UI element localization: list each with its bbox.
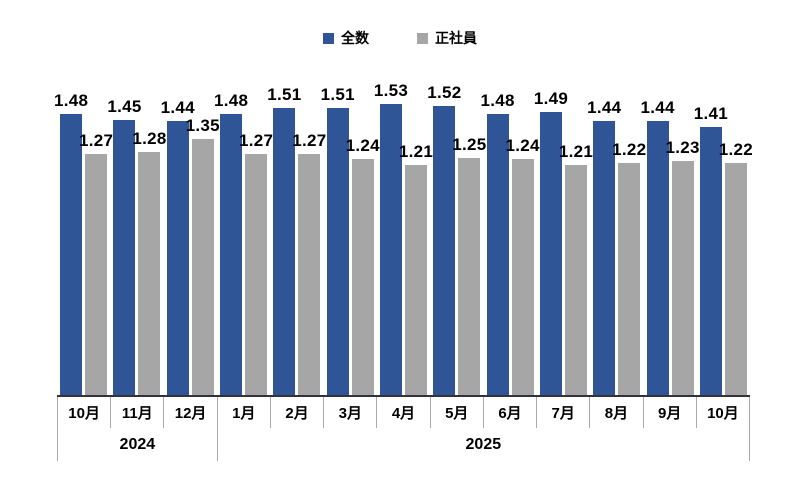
bar-total: 1.48 (54, 91, 88, 395)
plot-area: 1.48 1.27 1.45 1.28 1.44 1.35 1.48 1.27 1.51 1.27… (54, 55, 753, 397)
month-label: 2月 (271, 397, 325, 428)
bar-value-label-total: 1.45 (107, 96, 142, 116)
bar-value-label-total: 1.48 (213, 90, 249, 110)
bar-regular: 1.27 (79, 131, 113, 395)
month-label: 10月 (58, 397, 112, 428)
bar-value-label-regular: 1.27 (292, 130, 327, 150)
bar-regular: 1.21 (399, 142, 433, 395)
bar-value-label-regular: 1.22 (718, 140, 754, 160)
month-group: 1.51 1.24 (321, 55, 380, 395)
month-group: 1.44 1.22 (587, 55, 646, 395)
month-label: 10月 (697, 397, 751, 428)
legend-item-total: 全数 (323, 28, 369, 48)
bar-total: 1.45 (107, 97, 141, 395)
month-label: 4月 (377, 397, 431, 428)
month-label: 8月 (590, 397, 644, 428)
month-group: 1.49 1.21 (534, 55, 593, 395)
month-group: 1.51 1.27 (267, 55, 326, 395)
month-label: 12月 (164, 397, 218, 428)
month-group: 1.45 1.28 (107, 55, 166, 395)
bar-value-label-total: 1.49 (533, 88, 569, 108)
bar-value-label-total: 1.52 (427, 83, 462, 103)
legend: 全数 正社員 (0, 28, 800, 48)
bar-value-label-regular: 1.35 (185, 115, 220, 135)
bar-value-label-regular: 1.21 (558, 142, 594, 162)
bar-total: 1.52 (427, 83, 461, 395)
month-group: 1.44 1.23 (640, 55, 699, 395)
month-group: 1.44 1.35 (161, 55, 220, 395)
month-label: 6月 (484, 397, 538, 428)
bar-total: 1.41 (694, 104, 728, 395)
bar-value-label-regular: 1.24 (505, 136, 540, 156)
bar-value-label-total: 1.51 (267, 85, 302, 105)
bar-regular: 1.24 (506, 136, 540, 395)
bar-total: 1.53 (374, 81, 408, 395)
bar-regular: 1.22 (719, 140, 753, 395)
legend-item-regular: 正社員 (417, 28, 477, 48)
bar-value-label-total: 1.48 (480, 90, 515, 110)
bar-value-label-total: 1.53 (373, 81, 409, 101)
bar-total: 1.51 (267, 85, 301, 395)
bar-value-label-total: 1.41 (693, 104, 729, 124)
bar-value-label-regular: 1.23 (665, 138, 700, 158)
legend-label-regular: 正社員 (435, 30, 477, 46)
month-group: 1.41 1.22 (694, 55, 753, 395)
bar-total: 1.49 (534, 89, 568, 395)
bar-total: 1.48 (214, 91, 248, 395)
year-label: 2024 (58, 428, 218, 461)
bar-value-label-total: 1.44 (640, 98, 675, 118)
bar-value-label-regular: 1.22 (612, 140, 647, 160)
month-label: 5月 (431, 397, 484, 428)
bar-regular: 1.35 (186, 116, 220, 395)
bar-value-label-total: 1.44 (587, 98, 622, 118)
month-label: 1月 (218, 397, 271, 428)
bar-value-label-regular: 1.25 (452, 134, 487, 154)
bar-regular: 1.28 (132, 129, 166, 395)
bar-total: 1.51 (321, 85, 355, 395)
bar-total: 1.48 (481, 91, 515, 395)
bar-total: 1.44 (587, 98, 621, 395)
legend-swatch-regular-icon (417, 32, 428, 44)
year-axis: 2024 2025 (57, 428, 750, 461)
bar-value-label-regular: 1.27 (238, 130, 274, 150)
legend-label-total: 全数 (341, 30, 369, 46)
bar-total: 1.44 (640, 98, 674, 395)
bar-value-label-regular: 1.28 (132, 128, 167, 148)
bar-regular: 1.27 (239, 131, 273, 395)
bar-value-label-regular: 1.21 (398, 142, 434, 162)
month-group: 1.48 1.24 (481, 55, 540, 395)
bar-value-label-total: 1.44 (160, 98, 195, 118)
legend-swatch-total-icon (323, 32, 334, 44)
bar-regular: 1.27 (292, 131, 326, 395)
bar-regular: 1.23 (665, 138, 699, 395)
month-label: 11月 (111, 397, 165, 428)
bar-regular: 1.22 (612, 140, 646, 395)
year-label: 2025 (218, 428, 750, 461)
bar-value-label-total: 1.48 (54, 90, 89, 110)
bar-regular: 1.25 (452, 135, 486, 395)
month-group: 1.48 1.27 (54, 55, 113, 395)
month-label: 9月 (644, 397, 697, 428)
month-group: 1.48 1.27 (214, 55, 273, 395)
bar-total: 1.44 (161, 98, 195, 395)
month-axis: 10月 11月 12月 1月 2月 3月 4月 5月 6月 7月 8月 9月 10月 (57, 397, 751, 428)
bar-value-label-total: 1.51 (320, 85, 355, 105)
bar-value-label-regular: 1.24 (345, 136, 380, 156)
bar-regular: 1.21 (559, 142, 593, 395)
month-group: 1.53 1.21 (374, 55, 433, 395)
bar-value-label-regular: 1.27 (79, 130, 114, 150)
month-group: 1.52 1.25 (427, 55, 486, 395)
month-label: 3月 (324, 397, 378, 428)
month-label: 7月 (537, 397, 591, 428)
bar-regular: 1.24 (346, 136, 380, 395)
